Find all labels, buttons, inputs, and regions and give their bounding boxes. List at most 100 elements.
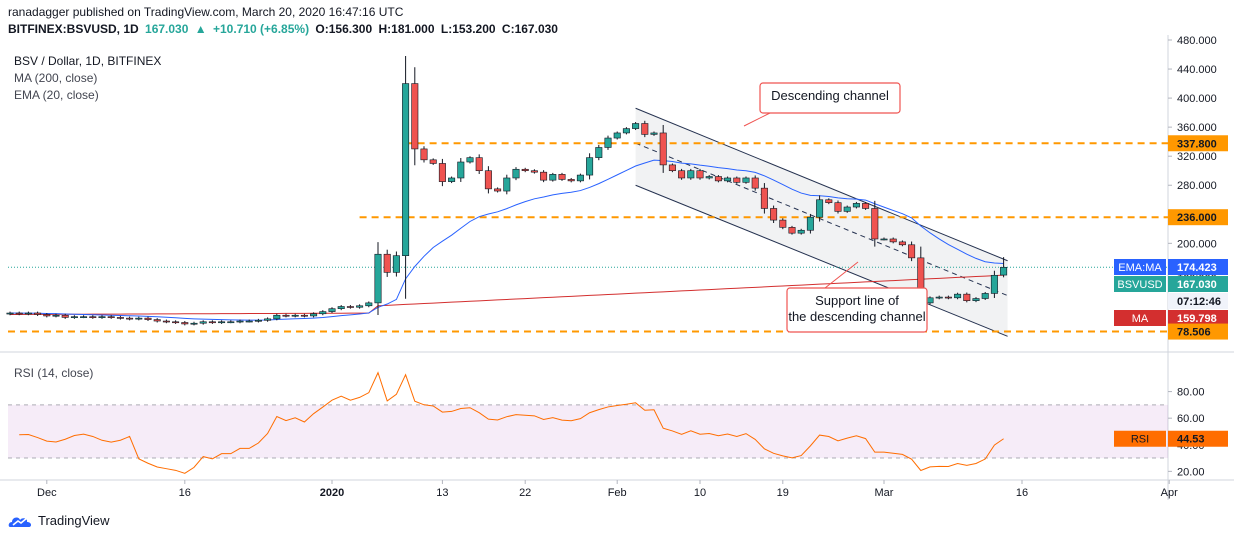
date-tick-label: Feb xyxy=(608,487,627,499)
candle-body xyxy=(365,302,373,307)
candle-body xyxy=(282,314,290,317)
date-tick-label: 2020 xyxy=(320,487,344,499)
ma-tag-label-box xyxy=(1114,310,1166,326)
up-arrow-icon: ▲ xyxy=(194,22,207,36)
ma-tag-label: MA xyxy=(1132,313,1149,325)
candle-body xyxy=(227,321,235,324)
candle-body xyxy=(705,176,713,179)
candle-body xyxy=(696,170,704,179)
symbol-name: BITFINEX:BSVUSD, 1D xyxy=(8,22,139,36)
candle-body xyxy=(751,177,759,189)
last-tag-value: 167.030 xyxy=(1177,279,1217,291)
candle-body xyxy=(834,202,842,212)
cloud-logo-icon xyxy=(8,516,32,527)
rsi-tag-label-box xyxy=(1114,430,1166,447)
symbol-quote: BITFINEX:BSVUSD, 1D 167.030 ▲ +10.710 (+… xyxy=(8,22,561,36)
candle-body xyxy=(521,168,529,172)
candle-body xyxy=(880,238,888,241)
candle-body xyxy=(484,170,492,190)
candle-body xyxy=(126,317,134,320)
date-tick-label: Apr xyxy=(1161,487,1178,499)
candle-body xyxy=(411,83,419,150)
candle-body xyxy=(622,128,630,134)
candle-body xyxy=(650,132,658,135)
ma-200-line xyxy=(9,274,1004,315)
candle-body xyxy=(135,317,143,320)
countdown-tag-value-box xyxy=(1168,293,1228,309)
channel-bottom-line xyxy=(635,184,1008,337)
price-change: +10.710 (+6.85%) xyxy=(213,22,310,36)
candle-body xyxy=(990,274,998,294)
candle-body xyxy=(420,148,428,161)
candle-body xyxy=(52,314,60,317)
candle-body xyxy=(89,316,97,318)
level-tag-value: 337.800 xyxy=(1177,138,1217,150)
candle-body xyxy=(15,312,23,315)
rsi-tick-label: 20.00 xyxy=(1177,466,1205,478)
candle-body xyxy=(236,320,244,323)
candle-body xyxy=(935,296,943,299)
candle-body xyxy=(448,177,456,182)
date-tick-label: 10 xyxy=(694,487,706,499)
support-line-callout-box xyxy=(786,287,928,333)
candle-body xyxy=(613,132,621,139)
candle-body xyxy=(668,164,676,172)
candle-body xyxy=(144,317,152,320)
candle-body xyxy=(558,174,566,180)
rsi-tag-value: 44.53 xyxy=(1177,434,1205,446)
candle-body xyxy=(291,314,299,317)
candle-body xyxy=(567,179,575,182)
candle-body xyxy=(208,321,216,324)
countdown-tag-value: 07:12:46 xyxy=(1177,296,1221,308)
candle-body xyxy=(604,137,612,148)
candle-body xyxy=(908,244,916,259)
tradingview-logo: TradingView xyxy=(8,513,110,528)
candle-body xyxy=(34,312,42,315)
candle-body xyxy=(788,227,796,234)
candle-body xyxy=(337,306,345,309)
open-value: O:156.300 xyxy=(315,22,373,36)
price-chart[interactable]: 480.000 440.000 400.000 360.000 320.000 280.0… xyxy=(0,0,1234,512)
candle-body xyxy=(852,203,860,208)
candle-body xyxy=(770,208,778,221)
candle-body xyxy=(540,171,548,181)
candle-body xyxy=(779,219,787,228)
rsi-tag-value-box xyxy=(1168,430,1228,447)
candle-body xyxy=(264,318,272,321)
candle-body xyxy=(632,123,640,129)
price-tick-label: 360.000 xyxy=(1177,122,1217,134)
ema-tag-label-box xyxy=(1114,259,1166,275)
candle-body xyxy=(6,312,14,315)
candle-body xyxy=(190,322,198,325)
ema-tag-label: EMA:MA xyxy=(1118,262,1162,274)
candle-body xyxy=(963,293,971,302)
candle-body xyxy=(429,159,437,164)
candle-body xyxy=(825,199,833,203)
candle-body xyxy=(438,163,446,182)
candle-body xyxy=(797,229,805,234)
candle-body xyxy=(245,320,253,323)
candle-body xyxy=(153,319,161,322)
candle-body xyxy=(871,208,879,240)
candle-body xyxy=(300,314,308,317)
candle-body xyxy=(107,316,115,318)
ema-legend: EMA (20, close) xyxy=(14,88,99,102)
level-tag-value-box xyxy=(1168,323,1228,340)
date-tick-label: Dec xyxy=(37,487,57,499)
candle-body xyxy=(356,305,364,308)
date-tick-label: 13 xyxy=(436,487,448,499)
candle-body xyxy=(466,157,474,163)
price-tick-label: 480.000 xyxy=(1177,35,1217,47)
level-tag-value-box xyxy=(1168,135,1228,152)
level-tag-value-box xyxy=(1168,209,1228,226)
candle-body xyxy=(503,177,511,192)
candle-body xyxy=(457,161,465,179)
descending-channel-callout-pointer xyxy=(743,112,771,127)
candle-body xyxy=(199,321,207,324)
candle-body xyxy=(733,177,741,183)
candle-body xyxy=(254,320,262,322)
support-line-callout-text: the descending channel xyxy=(788,309,925,324)
close-value: C:167.030 xyxy=(501,22,558,36)
ema-tag-value: 174.423 xyxy=(1177,262,1217,274)
level-tag-value: 236.000 xyxy=(1177,212,1217,224)
